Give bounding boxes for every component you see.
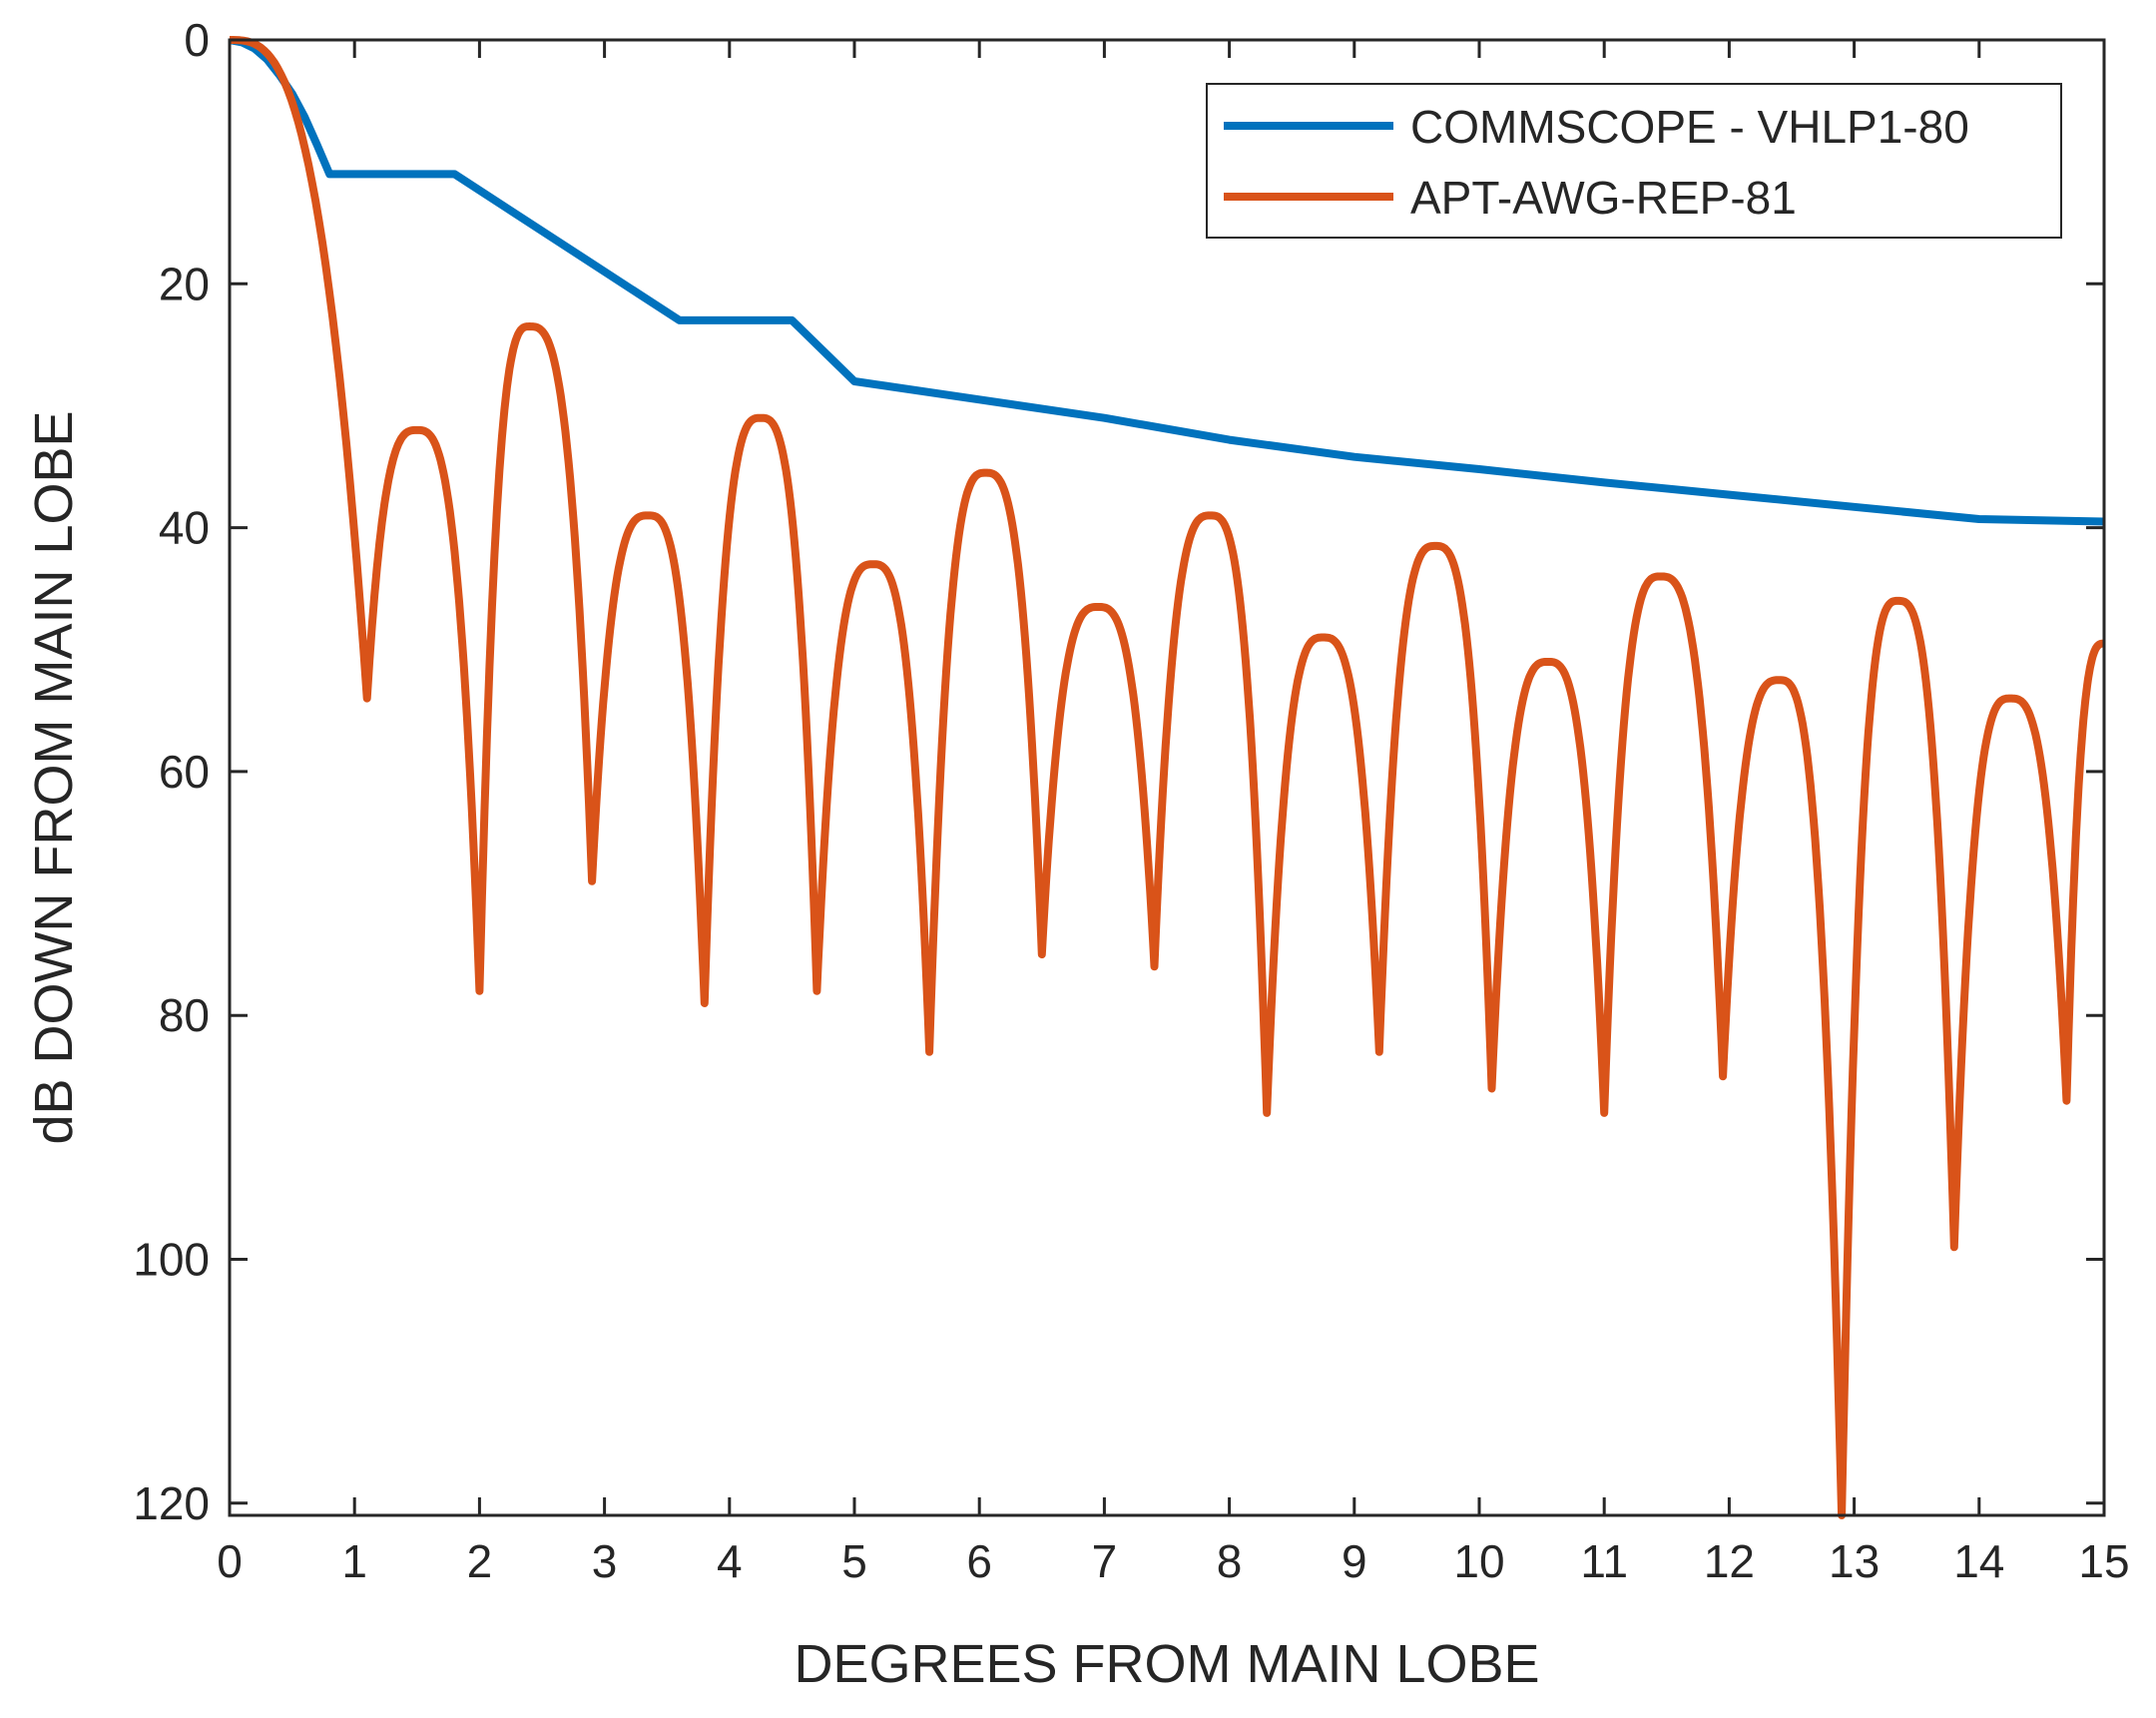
y-tick-label: 60 — [159, 746, 210, 798]
legend-label-commscope: COMMSCOPE - VHLP1-80 — [1410, 101, 1969, 153]
x-tick-label: 7 — [1092, 1535, 1118, 1587]
y-tick-label: 100 — [133, 1233, 210, 1285]
series-line-apt — [230, 36, 2104, 1519]
y-tick-label: 20 — [159, 258, 210, 309]
y-axis-label: dB DOWN FROM MAIN LOBE — [24, 410, 84, 1144]
legend: COMMSCOPE - VHLP1-80 APT-AWG-REP-81 — [1206, 83, 2062, 239]
series-group — [230, 36, 2104, 1519]
legend-label-apt: APT-AWG-REP-81 — [1410, 172, 1797, 224]
x-tick-label: 0 — [217, 1535, 243, 1587]
x-tick-label: 4 — [717, 1535, 743, 1587]
y-tick-label: 120 — [133, 1477, 210, 1529]
y-tick-label: 40 — [159, 502, 210, 554]
x-tick-label: 1 — [341, 1535, 367, 1587]
x-tick-label: 14 — [1953, 1535, 2004, 1587]
legend-box — [1206, 83, 2062, 239]
x-tick-label: 3 — [592, 1535, 618, 1587]
x-tick-label: 10 — [1453, 1535, 1504, 1587]
x-tick-label: 8 — [1217, 1535, 1243, 1587]
x-tick-label: 13 — [1829, 1535, 1880, 1587]
x-tick-label: 6 — [966, 1535, 992, 1587]
x-tick-label: 15 — [2078, 1535, 2129, 1587]
x-axis-label: DEGREES FROM MAIN LOBE — [794, 1634, 1539, 1694]
y-tick-label: 80 — [159, 989, 210, 1041]
x-tick-label: 2 — [467, 1535, 493, 1587]
y-tick-label: 0 — [184, 14, 210, 66]
x-tick-label: 12 — [1704, 1535, 1755, 1587]
plot-frame — [228, 38, 2106, 1517]
x-tick-label: 11 — [1580, 1535, 1628, 1587]
x-tick-label: 9 — [1342, 1535, 1367, 1587]
x-tick-label: 5 — [841, 1535, 867, 1587]
